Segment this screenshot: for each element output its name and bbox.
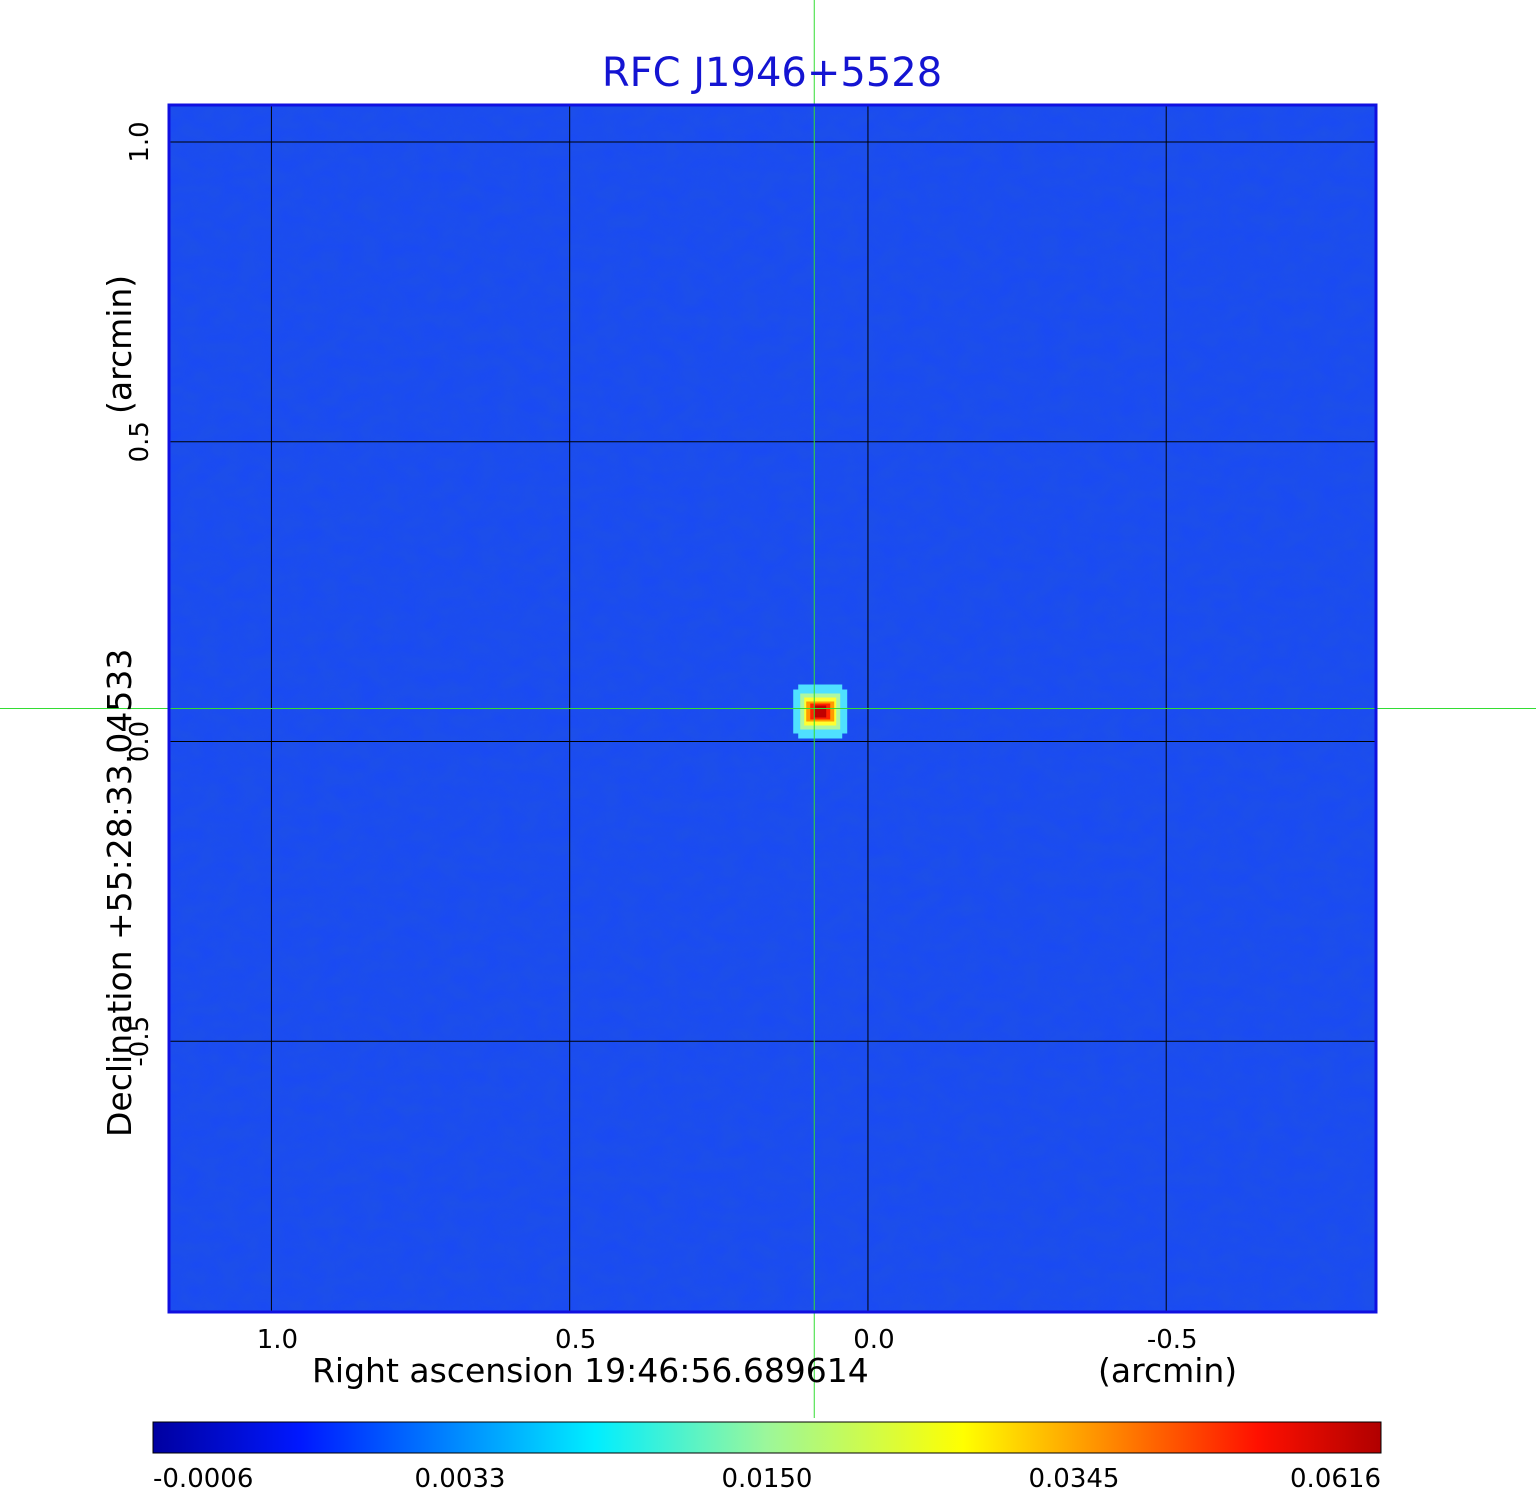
colorbar-tick-label-1: 0.0033 [415,1464,506,1494]
colorbar-tick-label-0: -0.0006 [153,1464,253,1494]
x-tick-label-0: 1.0 [257,1325,298,1355]
colorbar-tick-labels: -0.0006 0.0033 0.0150 0.0345 0.0616 [153,1464,1381,1494]
x-tick-label-3: -0.5 [1147,1325,1198,1355]
x-tick-labels: 1.0 0.5 0.0 -0.5 [257,1325,1198,1355]
plot-frame [167,103,1378,1314]
colorbar [152,1421,1382,1454]
y-tick-label-3: -0.5 [125,1016,155,1067]
x-axis-label: Right ascension 19:46:56.689614 [312,1351,869,1390]
source-blob [793,684,848,739]
colorbar-tick-label-3: 0.0345 [1029,1464,1120,1494]
x-axis-unit: (arcmin) [1098,1351,1237,1390]
y-tick-label-1: 0.5 [125,421,155,462]
y-tick-label-0: 1.0 [125,121,155,162]
chart-title: RFC J1946+5528 [602,50,942,96]
y-tick-labels: 1.0 0.5 0.0 -0.5 [125,121,155,1066]
colorbar-tick-label-2: 0.0150 [722,1464,813,1494]
x-tick-label-1: 0.5 [555,1325,596,1355]
crosshair [0,0,1536,1418]
y-axis-label: Declination +55:28:33.04533 [100,649,139,1137]
source-blob-ring-6 [814,705,827,718]
colorbar-tick-label-4: 0.0616 [1290,1464,1381,1494]
y-axis-unit: (arcmin) [100,275,139,414]
x-tick-label-2: 0.0 [853,1325,894,1355]
y-tick-label-2: 0.0 [125,721,155,762]
